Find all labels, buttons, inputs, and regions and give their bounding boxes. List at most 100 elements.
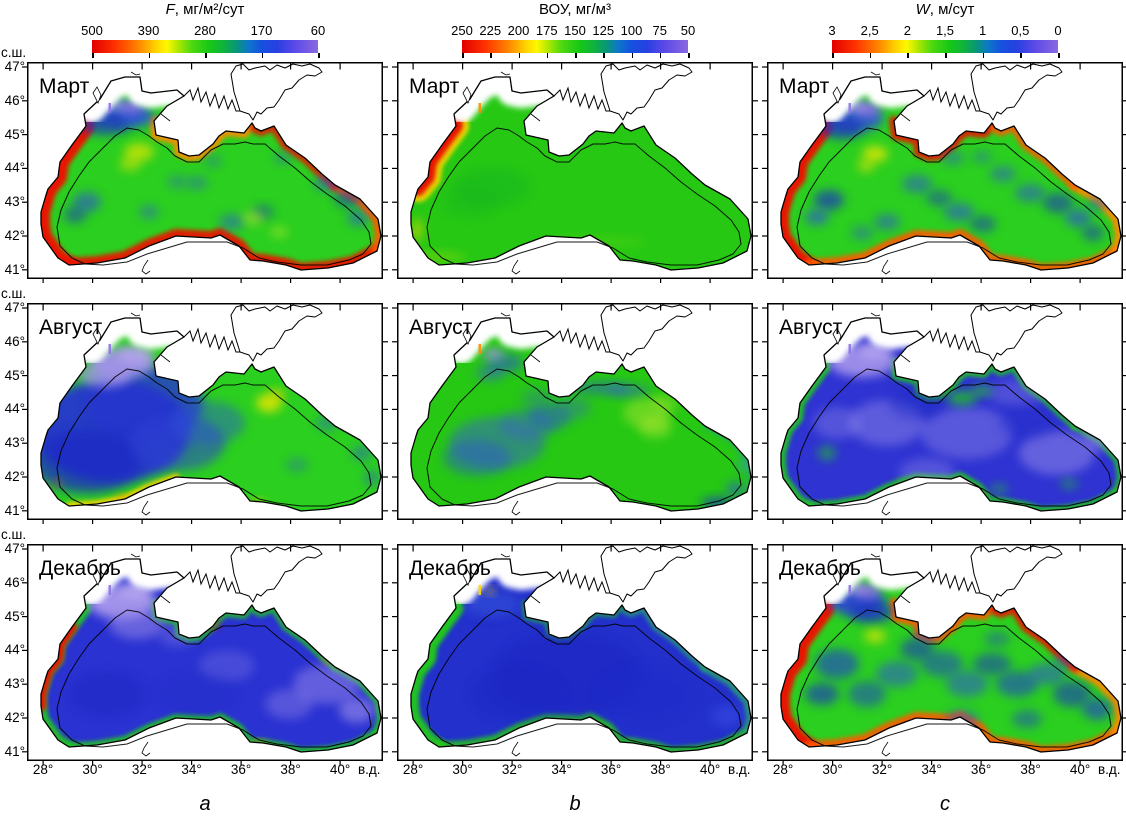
estuary-artifact-mark (848, 344, 851, 354)
lon-axis-caption: в.д. (728, 762, 751, 777)
sivash-coast-detail (553, 327, 610, 353)
colorbar-tick-mark (945, 53, 947, 58)
shelf-isobath-contour (56, 609, 372, 748)
lon-tick-label: 36° (970, 762, 992, 777)
colorbar-F-tick-labels: 500 390 280 170 60 (81, 23, 325, 38)
panel-frame (27, 544, 383, 761)
lon-tick-label: 38° (650, 762, 671, 777)
colorbar-tick-mark (659, 53, 662, 58)
colorbar-tick-label: 0 (1054, 23, 1062, 38)
coastline (410, 76, 752, 271)
panel-frame (397, 544, 753, 761)
sea-of-azov-outline (970, 304, 1063, 362)
sea-of-azov-outline (970, 545, 1063, 603)
colorbar-tick-label: 200 (507, 23, 530, 38)
coastline (40, 76, 382, 271)
lat-axis-caption: с.ш. (1, 286, 27, 301)
lat-tick-label: 44° (4, 160, 25, 176)
colorbar-tick-mark (462, 53, 464, 58)
estuary-artifact-mark (848, 585, 851, 595)
colorbar-tick-mark (546, 53, 549, 58)
sivash-coast-detail (923, 568, 980, 594)
colorbar-tick-mark (688, 53, 690, 58)
sivash-coast-detail (183, 327, 240, 353)
colorbar-F-title: F, мг/м²/сут (92, 1, 318, 20)
coast-detail (130, 312, 141, 317)
lat-tick-label: 41° (4, 743, 25, 759)
coast-detail (500, 553, 511, 558)
coast-detail (92, 86, 102, 104)
coastline (40, 317, 382, 512)
panel-frame (27, 62, 383, 279)
coast-detail (511, 500, 521, 516)
lat-axis-caption: с.ш. (1, 527, 27, 542)
coast-detail (511, 259, 521, 275)
lat-tick-label: 46° (4, 92, 25, 108)
estuary-artifact-mark (108, 585, 111, 595)
estuary-artifact-mark (108, 344, 111, 354)
month-label-march: Март (779, 75, 830, 98)
lon-tick-label: 38° (280, 762, 301, 777)
colorbar-W-gradient-bar (832, 40, 1058, 53)
lon-tick-label: 30° (822, 762, 843, 777)
colorbar-tick-label: 280 (194, 23, 216, 38)
lat-tick-label: 41° (4, 502, 25, 518)
colorbar-tick-label: 3 (828, 23, 836, 38)
lat-tick-label: 47° (4, 541, 25, 556)
sea-of-azov-outline (600, 304, 693, 362)
month-label-march: Март (39, 75, 90, 98)
shelf-isobath-contour (796, 368, 1112, 507)
shelf-isobath-contour (796, 609, 1112, 748)
coast-detail (511, 741, 521, 757)
coast-detail (462, 568, 472, 586)
lon-tick-label: 28° (402, 762, 424, 777)
month-label-december: Декабрь (779, 557, 861, 580)
shelf-isobath-contour (426, 609, 742, 748)
shelf-isobath-contour (56, 368, 372, 507)
lon-tick-label: 32° (131, 762, 153, 777)
coast-detail (530, 595, 541, 604)
lat-tick-label: 46° (4, 333, 25, 349)
lon-tick-label: 34° (551, 762, 572, 777)
colorbar-tick-mark (832, 53, 834, 58)
lon-tick-label: 28° (32, 762, 54, 777)
colorbar-VOU-tick-labels: 250 225 200 175 150 125 100 75 50 (451, 23, 695, 38)
map-panel-b-march: Март (391, 62, 759, 286)
panel-frame (767, 303, 1123, 520)
colorbar-F-variable: F (165, 1, 175, 18)
sivash-coast-detail (553, 568, 610, 594)
coastline (40, 558, 382, 753)
coast-detail (462, 86, 472, 104)
coast-detail (900, 595, 911, 604)
sea-of-azov-outline (230, 304, 323, 362)
colorbar-F-tick-marks (92, 53, 320, 59)
coast-detail (832, 568, 842, 586)
colorbar-tick-mark (982, 53, 985, 58)
coast-detail (900, 113, 911, 122)
sea-of-azov-outline (600, 545, 693, 603)
lon-tick-label: 28° (772, 762, 794, 777)
colorbar-tick-label: 1 (979, 23, 987, 38)
coast-detail (870, 312, 881, 317)
coastline (780, 317, 1122, 512)
lat-tick-label: 44° (4, 401, 25, 417)
coast-detail (141, 259, 151, 275)
colorbar-tick-label: 250 (451, 23, 473, 38)
sea-of-azov-outline (230, 545, 323, 603)
estuary-artifact-mark (478, 585, 481, 595)
colorbar-VOU-title: ВОУ, мг/м³ (462, 1, 688, 20)
colorbar-W-units: , м/сут (929, 1, 975, 18)
colorbar-tick-mark (1058, 53, 1060, 58)
colorbar-W-title: W, м/сут (832, 1, 1058, 20)
panel-frame (767, 62, 1123, 279)
shelf-isobath-contour (426, 368, 742, 507)
panel-frame (27, 303, 383, 520)
lat-tick-label: 45° (4, 367, 25, 383)
month-label-august: Август (779, 316, 843, 339)
colorbar-tick-mark (518, 53, 520, 58)
sea-of-azov-outline (600, 63, 693, 121)
panel-letter-b: b (569, 793, 581, 815)
shelf-isobath-contour (426, 127, 742, 266)
map-panel-c-december: Декабрь (761, 544, 1126, 768)
sivash-coast-detail (183, 568, 240, 594)
